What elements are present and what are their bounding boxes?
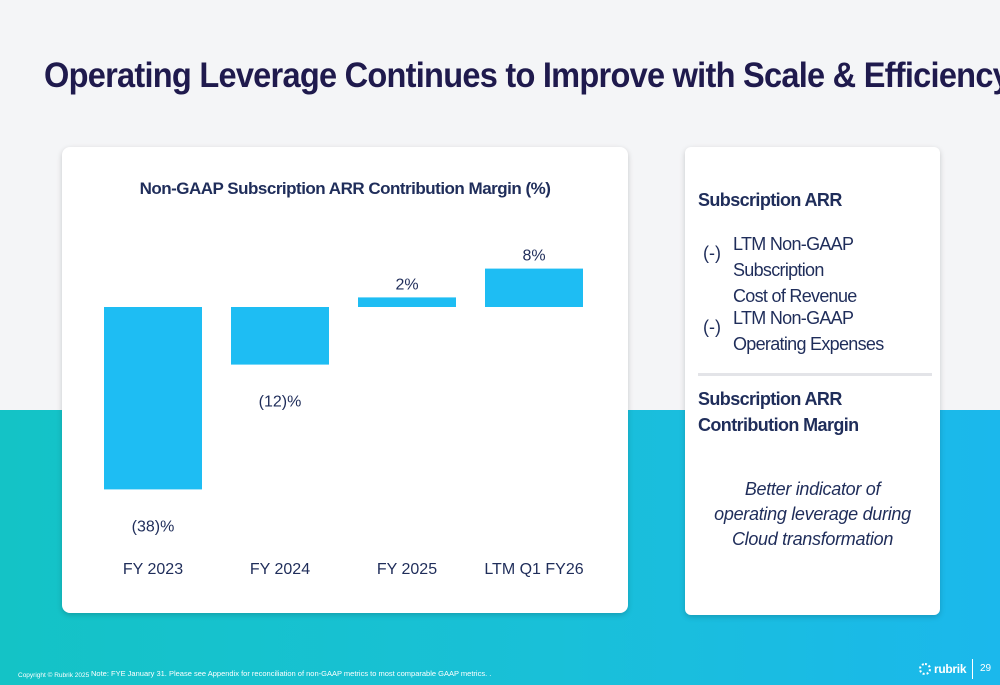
formula-item-text: LTM Non-GAAP Operating Expenses (733, 305, 943, 357)
logo-text: rubrik (934, 662, 967, 676)
category-label: FY 2024 (250, 561, 310, 578)
bar-fy-2024 (231, 307, 329, 365)
footer-divider (972, 659, 973, 679)
category-label: FY 2023 (123, 561, 183, 578)
data-label: 8% (522, 248, 545, 265)
formula-item-line: Cost of Revenue (733, 286, 857, 306)
formula-item-line: Operating Expenses (733, 334, 884, 354)
bar-ltm-q1-fy26 (485, 268, 583, 307)
data-label: (12)% (259, 394, 302, 411)
panel-note-line: operating leverage during (714, 504, 911, 524)
rubrik-logo: rubrik (919, 660, 967, 678)
copyright: Copyright © Rubrik 2025 (18, 672, 90, 679)
category-label: FY 2025 (377, 561, 437, 578)
minus-sign: (-) (703, 317, 721, 337)
panel-divider (698, 373, 932, 376)
page-title: Operating Leverage Continues to Improve … (44, 56, 1000, 95)
data-label: 2% (395, 276, 418, 293)
page-number: 29 (980, 663, 992, 674)
chart-title: Non-GAAP Subscription ARR Contribution M… (140, 179, 551, 198)
chart-card: Non-GAAP Subscription ARR Contribution M… (62, 147, 628, 613)
panel-heading-subscription-arr: Subscription ARR (698, 190, 842, 210)
panel-note-line: Cloud transformation (731, 529, 894, 549)
formula-item-line: LTM Non-GAAP Subscription (733, 234, 854, 280)
formula-item-line: LTM Non-GAAP (733, 308, 854, 328)
footnote: Note: FYE January 31. Please see Appendi… (91, 669, 492, 678)
panel-heading-contribution-margin: Subscription ARR Contribution Margin (698, 389, 859, 435)
category-label: LTM Q1 FY26 (484, 561, 583, 578)
data-label: (38)% (132, 518, 175, 535)
minus-sign: (-) (703, 243, 721, 263)
bar-chart: Non-GAAP Subscription ARR Contribution M… (104, 179, 584, 578)
rubrik-logo-icon (919, 663, 931, 675)
panel-note: Better indicator of operating leverage d… (695, 477, 930, 552)
panel-note-line: Better indicator of (744, 479, 881, 499)
formula-panel: Subscription ARR (-) LTM Non-GAAP Subscr… (685, 147, 940, 615)
bar-fy-2025 (358, 297, 456, 307)
bar-fy-2023 (104, 307, 202, 490)
formula-item-text: LTM Non-GAAP Subscription Cost of Revenu… (733, 231, 943, 309)
